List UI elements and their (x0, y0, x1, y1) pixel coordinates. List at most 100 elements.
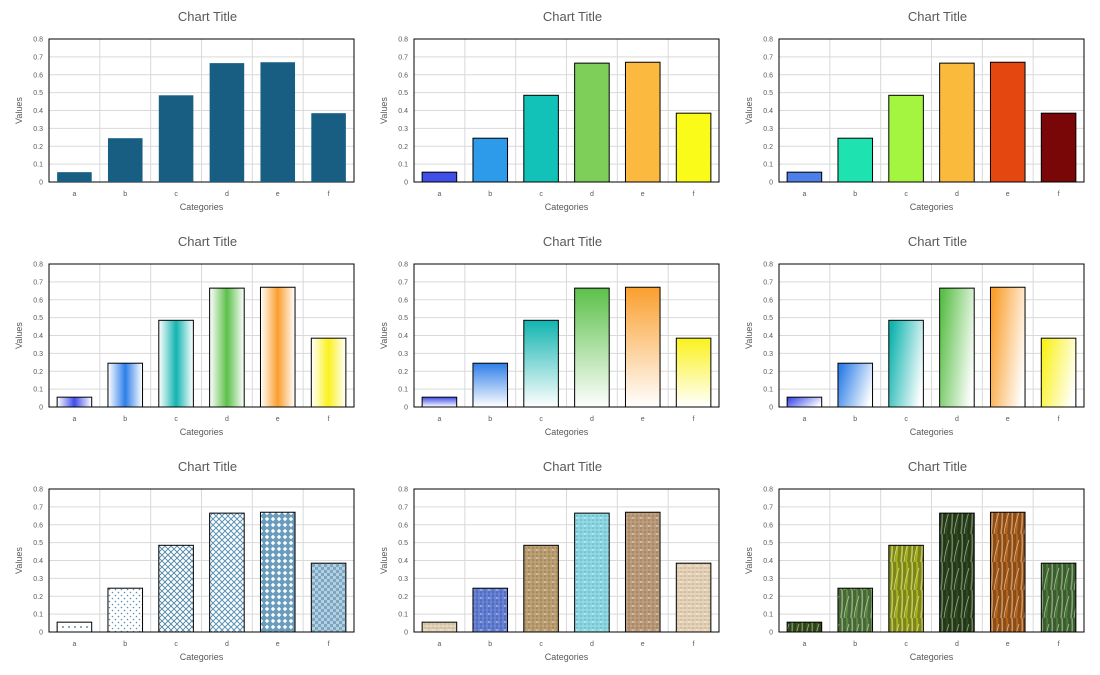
bar-chart-9: 0 0.1 0.2 0.3 0.4 0.5 0.6 0.7 0.8 a b c d e f Chart Tit… (744, 459, 1085, 662)
x-tick-label: c (904, 641, 908, 648)
y-tick-label: 0.1 (763, 387, 773, 394)
y-tick-label: 0.3 (398, 126, 408, 133)
bar-b (107, 587, 144, 633)
x-tick-label: c (539, 641, 543, 648)
bar-f (675, 562, 712, 633)
bar-f (1040, 337, 1077, 408)
chart-title: Chart Title (908, 459, 967, 474)
x-tick-label: c (539, 416, 543, 423)
x-tick-label: e (1006, 416, 1010, 423)
y-tick-label: 0.6 (763, 297, 773, 304)
y-tick-label: 0.8 (33, 487, 43, 494)
bar-b (472, 362, 509, 408)
x-tick-label: d (225, 641, 229, 648)
x-tick-label: a (437, 416, 441, 423)
x-tick-label: f (693, 416, 695, 423)
y-tick-label: 0.4 (398, 333, 408, 340)
y-axis-label: Values (744, 97, 754, 124)
y-tick-label: 0.1 (33, 612, 43, 619)
y-tick-label: 0.6 (398, 297, 408, 304)
bar-e (989, 286, 1026, 408)
x-tick-label: d (590, 416, 594, 423)
y-tick-label: 0.3 (33, 126, 43, 133)
chart-title: Chart Title (908, 234, 967, 249)
x-tick-label: a (72, 416, 76, 423)
bar-chart-5: 0 0.1 0.2 0.3 0.4 0.5 0.6 0.7 0.8 a b c d e f Chart Tit… (379, 234, 720, 437)
y-tick-label: 0.5 (763, 540, 773, 547)
y-tick-label: 0.5 (33, 540, 43, 547)
y-tick-label: 0.3 (398, 576, 408, 583)
plot-area (778, 488, 1085, 633)
x-tick-label: f (693, 191, 695, 198)
bar-d (209, 512, 245, 633)
bar-b (107, 138, 143, 182)
x-tick-label: a (802, 191, 806, 198)
y-axis-label: Values (744, 322, 754, 349)
bar-b (837, 137, 874, 183)
y-tick-label: 0.8 (33, 37, 43, 44)
x-tick-label: e (276, 191, 280, 198)
y-tick-label: 0 (769, 405, 773, 412)
x-axis-label: Categories (545, 652, 589, 662)
bar-c (158, 544, 194, 633)
x-axis-label: Categories (910, 427, 954, 437)
y-tick-label: 0.2 (398, 369, 408, 376)
bar-a (421, 171, 458, 183)
y-tick-label: 0.6 (398, 522, 408, 529)
bar-a (421, 621, 458, 633)
y-tick-label: 0.6 (763, 522, 773, 529)
bar-b (837, 587, 874, 633)
x-tick-label: a (437, 641, 441, 648)
y-tick-label: 0.4 (33, 108, 43, 115)
x-tick-label: b (123, 191, 127, 198)
x-tick-label: b (488, 641, 492, 648)
x-axis-label: Categories (545, 202, 589, 212)
y-tick-label: 0.7 (33, 54, 43, 61)
bar-e (624, 61, 661, 183)
x-tick-label: d (590, 191, 594, 198)
x-tick-label: e (1006, 191, 1010, 198)
y-tick-label: 0 (404, 180, 408, 187)
x-tick-label: c (174, 641, 178, 648)
bar-f (675, 112, 712, 183)
bar-d (939, 512, 975, 633)
bar-chart-4: 0 0.1 0.2 0.3 0.4 0.5 0.6 0.7 0.8 a b c d e f Chart Tit… (14, 234, 355, 437)
x-tick-label: b (853, 191, 857, 198)
plot-area (778, 38, 1085, 183)
x-tick-label: f (328, 641, 330, 648)
x-tick-label: b (853, 641, 857, 648)
y-tick-label: 0.6 (33, 522, 43, 529)
x-tick-label: d (225, 416, 229, 423)
y-tick-label: 0.1 (763, 612, 773, 619)
x-tick-label: a (437, 191, 441, 198)
x-tick-label: d (955, 191, 959, 198)
y-tick-label: 0 (39, 630, 43, 637)
x-tick-label: b (853, 416, 857, 423)
chart-title: Chart Title (543, 459, 602, 474)
y-tick-label: 0.7 (763, 279, 773, 286)
y-tick-label: 0.4 (763, 558, 773, 565)
bar-b (107, 362, 144, 408)
x-tick-label: f (328, 191, 330, 198)
y-tick-label: 0.7 (398, 54, 408, 61)
x-tick-label: a (802, 641, 806, 648)
bar-c (888, 94, 924, 183)
bar-e (624, 511, 661, 633)
x-tick-label: e (276, 641, 280, 648)
y-tick-label: 0.2 (398, 594, 408, 601)
x-tick-label: c (904, 191, 908, 198)
x-tick-label: b (123, 416, 127, 423)
bar-c (158, 319, 194, 408)
bar-e (989, 511, 1026, 633)
bar-a (421, 396, 458, 408)
y-tick-label: 0.8 (763, 37, 773, 44)
y-tick-label: 0 (769, 180, 773, 187)
y-tick-label: 0.8 (763, 487, 773, 494)
chart-title: Chart Title (908, 9, 967, 24)
x-axis-label: Categories (180, 652, 224, 662)
bar-b (837, 362, 874, 408)
bar-f (675, 337, 712, 408)
y-tick-label: 0.7 (33, 279, 43, 286)
y-tick-label: 0.2 (33, 594, 43, 601)
y-tick-label: 0.4 (398, 108, 408, 115)
